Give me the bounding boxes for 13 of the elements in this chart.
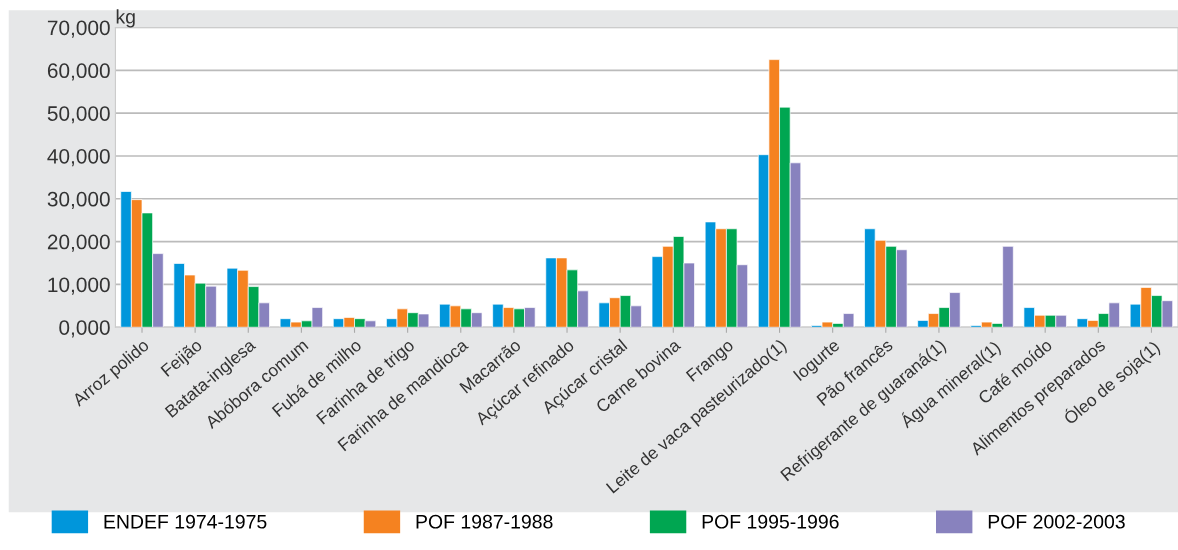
y-tick-label: 70,000 — [47, 20, 110, 38]
y-tick-label: 40,000 — [47, 148, 110, 167]
y-tick-label: 50,000 — [47, 106, 110, 124]
legend-label: POF 1987-1988 — [416, 514, 553, 529]
y-axis-title: kg — [116, 9, 135, 28]
y-tick-label: 10,000 — [48, 277, 110, 295]
legend-label: POF 1995-1996 — [702, 514, 839, 529]
y-tick-label: 20,000 — [47, 234, 110, 252]
y-tick-label: 30,000 — [47, 191, 110, 209]
legend-label: ENDEF 1974-1975 — [104, 514, 267, 529]
y-tick-label: 60,000 — [47, 63, 110, 81]
y-tick-label: 0,000 — [59, 320, 110, 338]
legend-label: POF 2002-2003 — [988, 514, 1125, 529]
